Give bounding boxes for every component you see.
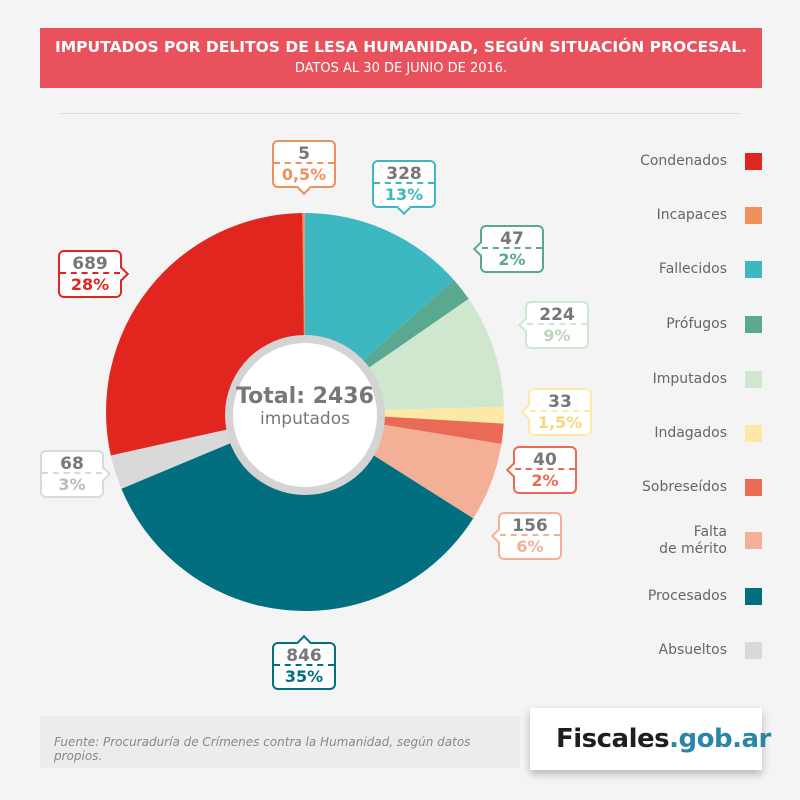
chart-title: IMPUTADOS POR DELITOS DE LESA HUMANIDAD,… xyxy=(54,38,748,56)
callout-percent: 2% xyxy=(498,250,526,269)
callout-fallecidos: 328 13% xyxy=(372,160,436,216)
callout-value: 33 xyxy=(530,390,590,412)
legend-label-profugos: Prófugos xyxy=(666,316,727,332)
legend-label-absueltos: Absueltos xyxy=(658,642,727,658)
callout-incapaces: 5 0,5% xyxy=(272,140,336,196)
legend-label-falta: Falta de mérito xyxy=(659,524,727,558)
callout-percent: 35% xyxy=(284,667,324,686)
callout-percent: 3% xyxy=(58,475,86,494)
legend-line: Falta xyxy=(693,524,727,540)
legend-label-condenados: Condenados xyxy=(640,153,727,169)
callout-value: 5 xyxy=(274,142,334,164)
total-unit: imputados xyxy=(260,409,350,429)
legend-label-incapaces: Incapaces xyxy=(656,207,727,223)
legend-label-imputados: Imputados xyxy=(652,371,727,387)
callout-percent: 6% xyxy=(516,537,544,556)
legend-swatch-falta xyxy=(745,532,762,549)
legend-swatch-fallecidos xyxy=(745,261,762,278)
callout-value: 846 xyxy=(274,644,334,666)
callout-percent: 9% xyxy=(543,326,571,345)
divider xyxy=(60,113,740,114)
title-banner: IMPUTADOS POR DELITOS DE LESA HUMANIDAD,… xyxy=(40,28,762,88)
callout-percent: 13% xyxy=(384,185,424,204)
callout-value: 68 xyxy=(42,452,102,474)
legend-label-fallecidos: Fallecidos xyxy=(658,261,727,277)
callout-falta: 156 6% xyxy=(490,512,562,560)
total-label: Total: 2436 xyxy=(236,384,374,409)
legend-swatch-condenados xyxy=(745,153,762,170)
callout-profugos: 47 2% xyxy=(472,225,544,273)
legend-swatch-sobreseidos xyxy=(745,479,762,496)
callout-value: 328 xyxy=(374,162,434,184)
callout-value: 47 xyxy=(482,227,542,249)
legend-swatch-indagados xyxy=(745,425,762,442)
logo-domain: .gob.ar xyxy=(669,724,771,754)
legend-swatch-absueltos xyxy=(745,642,762,659)
legend-swatch-incapaces xyxy=(745,207,762,224)
fiscales-logo[interactable]: Fiscales.gob.ar xyxy=(530,708,771,770)
callout-sobreseidos: 40 2% xyxy=(505,446,577,494)
legend-label-procesados: Procesados xyxy=(647,588,727,604)
legend-label-sobreseidos: Sobreseídos xyxy=(642,479,727,495)
center-label: Total: 2436 imputados xyxy=(225,384,385,429)
callout-procesados: 846 35% xyxy=(272,634,336,690)
callout-condenados: 689 28% xyxy=(58,250,130,298)
callout-percent: 2% xyxy=(531,471,559,490)
legend-swatch-profugos xyxy=(745,316,762,333)
callout-percent: 1,5% xyxy=(537,413,583,432)
callout-value: 224 xyxy=(527,303,587,325)
logo-main: Fiscales xyxy=(556,724,670,754)
source-note: Fuente: Procuraduría de Crímenes contra … xyxy=(40,716,520,768)
slice-procesados xyxy=(121,412,474,611)
callout-absueltos: 68 3% xyxy=(40,450,112,498)
callout-value: 40 xyxy=(515,448,575,470)
legend-swatch-procesados xyxy=(745,588,762,605)
callout-value: 689 xyxy=(60,252,120,274)
callout-value: 156 xyxy=(500,514,560,536)
legend-swatch-imputados xyxy=(745,371,762,388)
callout-percent: 0,5% xyxy=(281,165,327,184)
donut-hole xyxy=(233,343,377,487)
callout-imputados: 224 9% xyxy=(517,301,589,349)
legend-line: de mérito xyxy=(659,541,727,557)
callout-indagados: 33 1,5% xyxy=(520,388,592,436)
legend-label-indagados: Indagados xyxy=(654,425,727,441)
callout-percent: 28% xyxy=(70,275,110,294)
chart-subtitle: DATOS AL 30 DE JUNIO DE 2016. xyxy=(294,61,508,76)
